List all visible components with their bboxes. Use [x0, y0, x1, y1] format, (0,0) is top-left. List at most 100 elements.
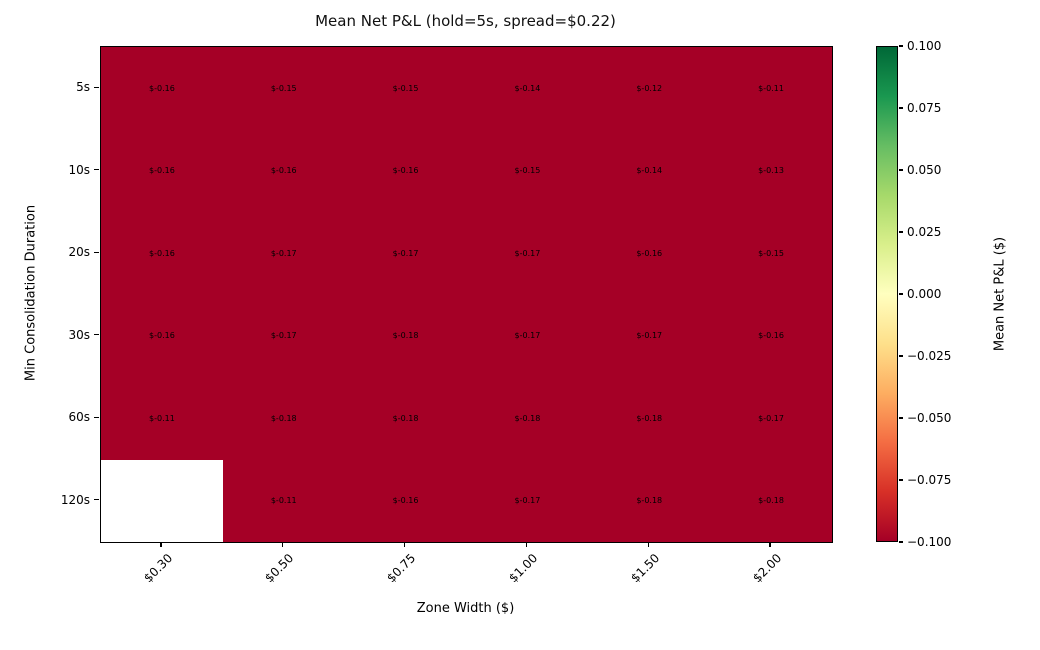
- heatmap-cell: $-0.18: [344, 294, 467, 377]
- x-tick-mark: [647, 542, 649, 547]
- x-tick-mark: [769, 542, 771, 547]
- cell-value-label: $-0.17: [270, 248, 297, 258]
- cell-value-label: $-0.16: [758, 331, 784, 341]
- heatmap-cell: $-0.15: [466, 129, 589, 212]
- heatmap-cell: $-0.16: [101, 212, 223, 295]
- cell-value-label: $-0.17: [758, 413, 784, 423]
- heatmap-cell: $-0.11: [222, 459, 345, 542]
- colorbar-tick-label: 0.025: [907, 225, 942, 239]
- heatmap-cell: $-0.11: [101, 377, 223, 460]
- x-tick-label-text: $0.75: [384, 551, 419, 586]
- colorbar-tick-label: 0.000: [907, 287, 942, 301]
- y-tick-label: 60s: [68, 410, 90, 425]
- cell-value-label: $-0.18: [636, 413, 663, 423]
- cell-value-label: $-0.18: [392, 413, 419, 423]
- cell-value-label: $-0.17: [514, 248, 541, 258]
- y-tick-label: 5s: [76, 80, 90, 95]
- heatmap-cell: $-0.16: [344, 459, 467, 542]
- x-tick-label-text: $0.30: [140, 551, 175, 586]
- x-axis-label: Zone Width ($): [416, 601, 515, 616]
- colorbar-tick-label: −0.025: [907, 349, 952, 363]
- heatmap-cell: $-0.17: [222, 212, 345, 295]
- cell-value-label: $-0.18: [270, 413, 297, 423]
- cell-value-label: $-0.11: [149, 413, 175, 423]
- cell-value-label: $-0.17: [270, 331, 297, 341]
- cell-value-label: $-0.16: [149, 331, 175, 341]
- cell-value-label: $-0.12: [636, 83, 663, 93]
- cell-value-label: $-0.15: [758, 248, 784, 258]
- heatmap-cell: $-0.11: [710, 47, 832, 130]
- heatmap-cell: $-0.17: [710, 377, 832, 460]
- y-tick-mark: [94, 169, 99, 171]
- chart-title: Mean Net P&L (hold=5s, spread=$0.22): [315, 12, 616, 30]
- cell-value-label: $-0.16: [149, 166, 175, 176]
- colorbar-tick-label: −0.100: [907, 535, 952, 549]
- heatmap-cell: $-0.18: [710, 459, 832, 542]
- x-tick-mark: [282, 542, 284, 547]
- colorbar-tick-label: 0.050: [907, 163, 942, 177]
- colorbar-gradient: [876, 46, 898, 542]
- colorbar-tick-mark: [899, 169, 903, 171]
- x-tick-mark: [403, 542, 406, 547]
- colorbar-tick-label: 0.075: [907, 101, 942, 115]
- y-tick-mark: [94, 416, 99, 418]
- cell-value-label: $-0.15: [392, 83, 419, 93]
- heatmap-cell: $-0.16: [222, 129, 345, 212]
- heatmap-cell: $-0.16: [101, 294, 223, 377]
- heatmap-cell: $-0.15: [710, 212, 832, 295]
- heatmap-cell: $-0.17: [222, 294, 345, 377]
- heatmap-cell: $-0.16: [101, 129, 223, 212]
- cell-value-label: $-0.11: [270, 496, 297, 506]
- heatmap-cell: $-0.18: [344, 377, 467, 460]
- cell-value-label: $-0.18: [636, 496, 663, 506]
- y-axis-label: Min Consolidation Duration: [23, 204, 39, 382]
- colorbar-tick-mark: [899, 479, 903, 481]
- x-tick-label-text: $1.00: [506, 551, 541, 586]
- y-tick-label: 120s: [60, 492, 90, 507]
- cell-value-label: $-0.18: [392, 331, 419, 341]
- heatmap-cell: $-0.17: [588, 294, 711, 377]
- cell-value-label: $-0.13: [758, 166, 784, 176]
- cell-value-label: $-0.16: [149, 248, 175, 258]
- y-tick-label: 20s: [68, 245, 90, 260]
- y-tick-mark: [94, 86, 99, 88]
- colorbar-tick-mark: [899, 541, 903, 543]
- x-tick-label-text: $0.50: [262, 551, 297, 586]
- cell-value-label: $-0.16: [149, 83, 175, 93]
- cell-value-label: $-0.18: [758, 496, 784, 506]
- colorbar-tick-label: 0.100: [907, 39, 942, 53]
- heatmap-cell: $-0.12: [588, 47, 711, 130]
- heatmap-cell: $-0.14: [588, 129, 711, 212]
- cell-value-label: $-0.17: [514, 496, 541, 506]
- heatmap-cell: $-0.17: [344, 212, 467, 295]
- y-tick-label: 30s: [68, 327, 90, 342]
- cell-value-label: $-0.14: [514, 83, 541, 93]
- heatmap-cell: $-0.14: [466, 47, 589, 130]
- heatmap-plot: $-0.16 $-0.15 $-0.15 $-0.14 $-0.12 $-0.11 $-0.…: [100, 46, 833, 543]
- heatmap-cell: $-0.16: [101, 47, 223, 130]
- missing-cell: [101, 459, 223, 542]
- cell-value-label: $-0.14: [636, 166, 663, 176]
- y-tick-mark: [94, 334, 99, 336]
- y-tick-mark: [94, 499, 99, 501]
- cell-value-label: $-0.18: [514, 413, 541, 423]
- cell-value-label: $-0.16: [270, 166, 297, 176]
- cell-value-label: $-0.17: [636, 331, 663, 341]
- colorbar-tick-mark: [899, 231, 903, 233]
- heatmap-cell: $-0.18: [588, 459, 711, 542]
- colorbar-tick-mark: [899, 45, 903, 47]
- cell-value-label: $-0.17: [392, 248, 419, 258]
- heatmap-cell: $-0.18: [466, 377, 589, 460]
- cell-value-label: $-0.11: [758, 83, 784, 93]
- cell-value-label: $-0.15: [270, 83, 297, 93]
- heatmap-cell: $-0.16: [344, 129, 467, 212]
- cell-value-label: $-0.16: [392, 166, 419, 176]
- heatmap-cell: $-0.13: [710, 129, 832, 212]
- cell-value-label: $-0.15: [514, 166, 541, 176]
- cell-value-label: $-0.16: [636, 248, 663, 258]
- y-tick-label: 10s: [68, 162, 90, 177]
- heatmap-cell: $-0.17: [466, 459, 589, 542]
- heatmap-cell: $-0.15: [222, 47, 345, 130]
- heatmap-cell: $-0.16: [588, 212, 711, 295]
